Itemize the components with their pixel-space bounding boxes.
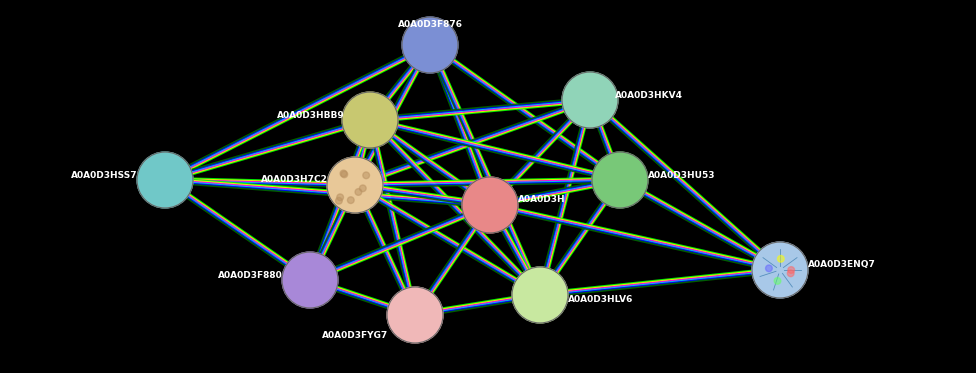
Circle shape [402,17,458,73]
Text: A0A0D3ENQ7: A0A0D3ENQ7 [808,260,875,270]
Circle shape [340,170,346,177]
Circle shape [282,252,338,308]
Text: A0A0D3HLV6: A0A0D3HLV6 [568,295,633,304]
Circle shape [752,242,808,298]
Circle shape [336,197,343,204]
Text: A0A0D3F880: A0A0D3F880 [219,270,283,279]
Circle shape [327,157,383,213]
Text: A0A0D3FYG7: A0A0D3FYG7 [322,330,388,339]
Circle shape [765,265,772,272]
Text: A0A0D3F876: A0A0D3F876 [397,20,463,29]
Circle shape [137,152,193,208]
Circle shape [355,189,362,195]
Text: A0A0D3H7C2: A0A0D3H7C2 [262,176,328,185]
Text: A0A0D3HU53: A0A0D3HU53 [648,170,715,179]
Text: A0A0D3HKV4: A0A0D3HKV4 [615,91,683,100]
Circle shape [778,256,784,262]
Circle shape [342,92,398,148]
Circle shape [337,194,344,201]
Text: A0A0D3HSS7: A0A0D3HSS7 [71,170,138,179]
Circle shape [788,270,794,277]
Circle shape [363,172,370,179]
Circle shape [359,185,366,192]
Circle shape [562,72,618,128]
Text: A0A0D3HBB9: A0A0D3HBB9 [277,110,345,119]
Circle shape [347,197,354,204]
Circle shape [592,152,648,208]
Text: A0A0D3H: A0A0D3H [518,195,566,204]
Circle shape [788,267,794,273]
Circle shape [774,278,781,284]
Circle shape [512,267,568,323]
Circle shape [462,177,518,233]
Circle shape [387,287,443,343]
Circle shape [341,171,347,178]
